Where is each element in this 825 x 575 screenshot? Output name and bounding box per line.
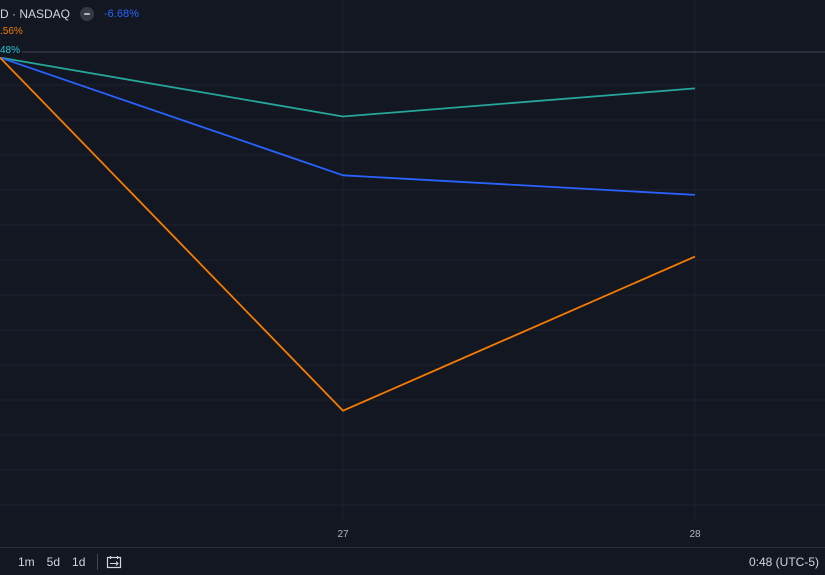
minus-icon [84,13,91,15]
series-line-2 [0,56,696,196]
toolbar-divider [97,554,99,570]
change-percent: -6.68% [104,8,139,20]
bottom-toolbar: 1m 5d 1d 0:48 (UTC-5) [0,547,825,575]
x-tick-label-28: 28 [689,529,701,540]
chart-legend: D · NASDAQ -6.68% [0,5,139,23]
series-change-percent: .56% [0,26,23,37]
series-value-tag: 48% [0,45,23,57]
series-line-1 [0,56,696,118]
chart-plot[interactable]: 27 28 [0,0,825,547]
symbol-title[interactable]: D · NASDAQ [0,7,71,21]
range-button-1m[interactable]: 1m [18,555,35,569]
hide-series-button[interactable] [80,7,95,21]
range-button-1d[interactable]: 1d [72,555,86,569]
time-readout[interactable]: 0:48 (UTC-5) [748,555,819,569]
range-button-5d[interactable]: 5d [46,555,61,569]
series-line-3 [0,56,696,412]
date-range-icon[interactable] [106,555,122,569]
x-tick-label-27: 27 [337,529,349,540]
